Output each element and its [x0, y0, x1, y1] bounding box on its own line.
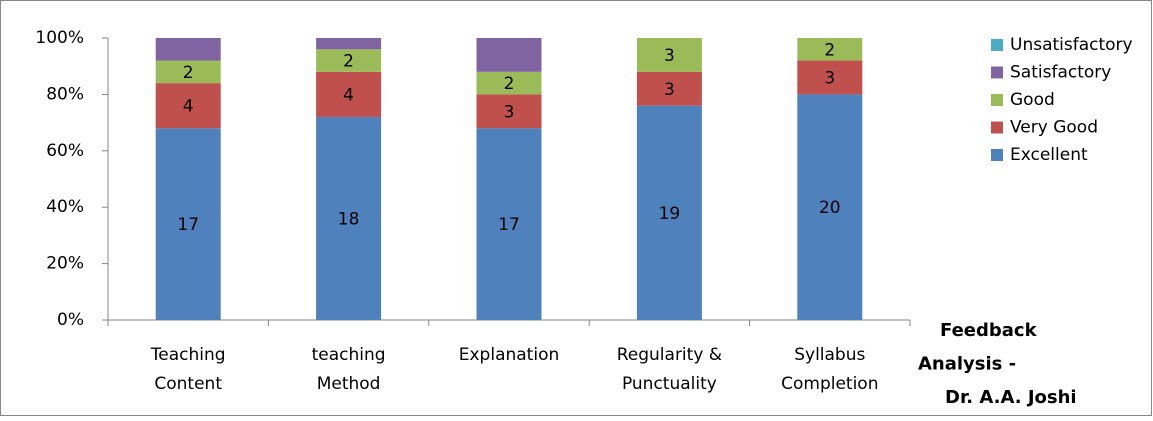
text-line: teaching: [312, 345, 386, 365]
x-tick-label: Teaching Content: [150, 345, 226, 394]
data-label: 2: [824, 40, 835, 60]
bar-segment: [636, 38, 702, 72]
legend-swatch: [991, 149, 1003, 161]
data-label: 17: [177, 215, 199, 235]
bar-segment: [636, 71, 702, 106]
data-label: 19: [659, 204, 681, 224]
bar-segment: [316, 38, 382, 50]
data-label: 20: [819, 198, 841, 218]
legend-swatch: [991, 94, 1003, 106]
bar-segment: [476, 71, 542, 95]
bar-segment: [316, 71, 382, 117]
bar-segment: [797, 38, 863, 61]
text-line: Analysis -: [918, 354, 1016, 375]
legend-swatch: [991, 66, 1003, 79]
x-tick-label: Regularity & Punctuality: [617, 345, 722, 394]
y-tick-label: 60%: [46, 141, 84, 161]
bar-segment: [797, 94, 863, 321]
y-tick-label: 20%: [46, 254, 84, 274]
bar-segment: [155, 128, 221, 320]
text-line: Dr. A.A. Joshi: [945, 387, 1077, 408]
text-line: Feedback: [940, 320, 1038, 341]
annotation: Feedback Analysis - Dr. A.A. Joshi: [918, 320, 1077, 408]
y-tick-label: 100%: [35, 28, 84, 48]
legend-label: Excellent: [1010, 145, 1088, 165]
bar-segment: [797, 60, 863, 95]
data-label: 18: [338, 209, 360, 229]
text-line: Method: [317, 374, 381, 394]
text-line: Teaching: [150, 345, 226, 365]
text-line: Completion: [781, 374, 878, 394]
data-label: 2: [343, 52, 354, 72]
data-label: 3: [664, 46, 675, 66]
x-tick-label: Explanation: [459, 345, 560, 365]
legend-label: Satisfactory: [1010, 63, 1111, 83]
bar-segment: [476, 128, 542, 320]
bar-segment: [476, 94, 542, 129]
bar-segment: [155, 38, 221, 61]
data-label: 3: [664, 80, 675, 100]
legend-swatch: [991, 39, 1003, 51]
bar-segment: [155, 83, 221, 129]
text-line: Regularity &: [617, 345, 722, 365]
data-label: 17: [498, 215, 520, 235]
y-tick-label: 80%: [46, 84, 84, 104]
data-label: 3: [824, 68, 835, 88]
bar-segment: [155, 60, 221, 84]
y-tick-label: 0%: [57, 310, 84, 330]
legend-label: Very Good: [1010, 118, 1098, 138]
text-line: Explanation: [459, 345, 560, 365]
bar-segment: [636, 105, 702, 321]
data-label: 4: [343, 85, 354, 105]
legend-swatch: [991, 121, 1003, 134]
data-label: 2: [183, 63, 194, 83]
data-label: 4: [183, 97, 194, 117]
data-label: 2: [504, 74, 515, 94]
text-line: Content: [154, 374, 222, 394]
x-tick-label: Syllabus Completion: [781, 345, 878, 394]
bar-segment: [476, 38, 542, 72]
bar-segment: [316, 49, 382, 72]
data-label: 3: [504, 102, 515, 122]
x-tick-label: teaching Method: [312, 345, 386, 394]
text-line: Syllabus: [794, 345, 865, 365]
legend-label: Unsatisfactory: [1010, 35, 1133, 55]
bar-segment: [316, 116, 382, 321]
text-line: Punctuality: [622, 374, 717, 394]
y-tick-label: 40%: [46, 197, 84, 217]
legend-label: Good: [1010, 90, 1055, 110]
